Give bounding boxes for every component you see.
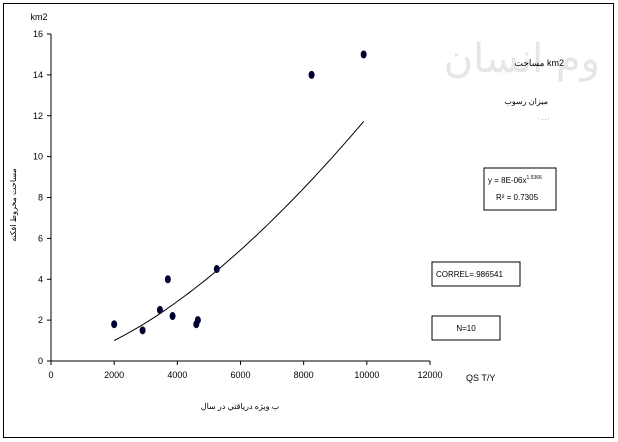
data-point [308,70,315,79]
plot-area: 0 2000 4000 6000 8000 10000 12000 0 2 4 6 8 10 12 14 16 [33,29,443,380]
y-tick-label: 2 [38,315,43,325]
watermark-text: وم انسان [444,36,600,82]
n-text: N=10 [456,324,476,333]
y-tick-label: 12 [33,111,43,121]
y-tick-label: 14 [33,70,43,80]
y-tick-label: 10 [33,152,43,162]
data-point [169,312,176,321]
y-tick-label: 8 [38,193,43,203]
data-point [156,305,163,314]
equation-exponent: 1.5366 [526,175,542,181]
y-tick-label: 0 [38,356,43,366]
data-point [213,265,220,274]
legend-small-label: ٠ . . ٠ [538,116,550,122]
equation-base: y = 8E-06x [488,176,526,185]
r-squared-text: R² = 0.7305 [496,193,539,202]
x-tick-label: 8000 [294,370,314,380]
x-tick-label: 10000 [354,370,379,380]
legend-area-label: مساحت km2 [514,58,564,68]
data-point [111,320,118,329]
data-point [194,316,201,325]
y-axis-title: مساحت مخروط افکنه [9,168,18,241]
x-tick-label: 4000 [167,370,187,380]
x-tick-label: 12000 [417,370,442,380]
x-tick-label: 6000 [230,370,250,380]
trendline [113,121,365,341]
y-tick-label: 4 [38,274,43,284]
legend-sediment-label: ميزان رسوب [504,97,548,106]
data-point [139,326,146,335]
y-unit-label: km2 [30,12,47,22]
correl-text: CORREL=.986541 [436,270,503,279]
chart-frame [3,3,614,438]
n-box [431,315,501,341]
x-unit-label: QS T/Y [466,373,495,383]
x-axis-title: ب ويژه درياقتي در سال [201,402,280,411]
data-point [360,50,367,59]
equation-text: y = 8E-06x1.5366 [488,175,542,185]
x-tick-label: 0 [48,370,53,380]
data-point [164,275,171,284]
equation-box [483,167,557,211]
y-tick-label: 6 [38,233,43,243]
y-tick-label: 16 [33,29,43,39]
x-tick-label: 2000 [104,370,124,380]
correl-box [431,261,521,287]
